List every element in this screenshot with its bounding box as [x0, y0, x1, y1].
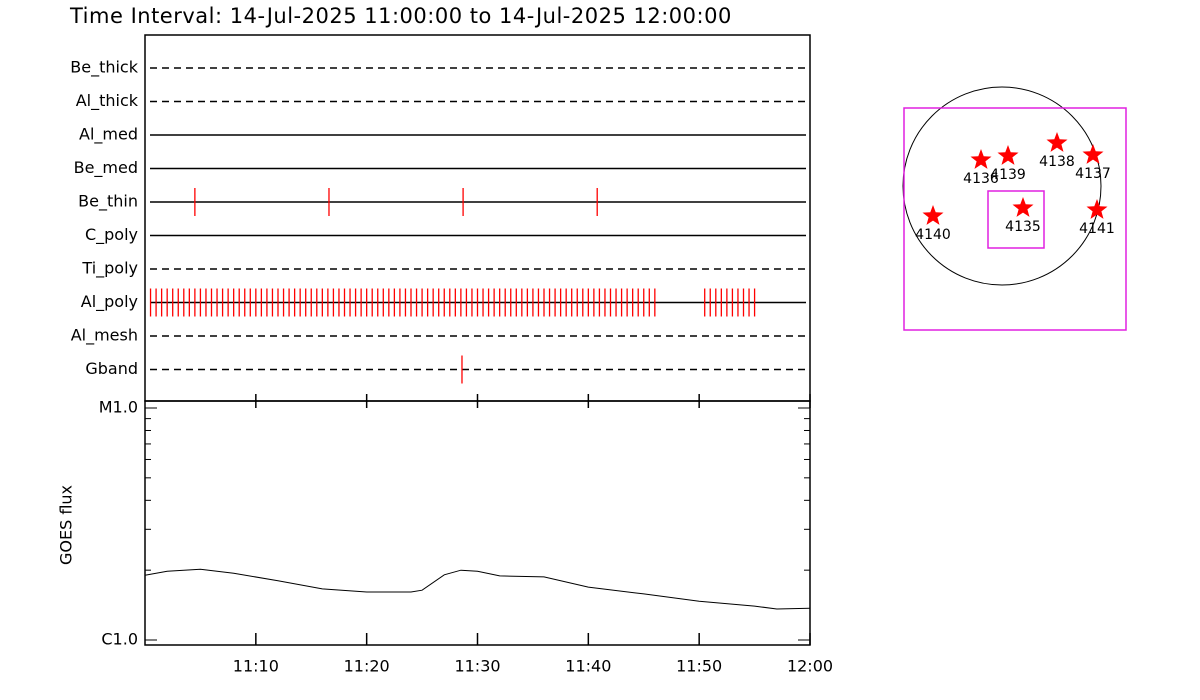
region-label: 4140: [915, 227, 951, 243]
x-tick-label: 11:20: [344, 657, 390, 676]
row-label: Be_thick: [70, 58, 138, 78]
y-axis-label: GOES flux: [57, 485, 76, 565]
x-tick-label: 11:40: [565, 657, 611, 676]
y-tick-label: M1.0: [99, 398, 138, 417]
region-star: [1086, 199, 1108, 219]
row-label: C_poly: [85, 225, 138, 245]
region-label: 4135: [1005, 219, 1041, 235]
goes-frame: [144, 400, 811, 646]
region-star: [970, 149, 992, 169]
row-label: Ti_poly: [81, 259, 138, 279]
solar-disk: [902, 86, 1102, 286]
row-label: Al_thick: [76, 91, 139, 111]
x-tick-label: 11:50: [676, 657, 722, 676]
x-tick-label: 11:10: [233, 657, 279, 676]
row-label: Al_mesh: [71, 326, 138, 346]
fov-box: [987, 190, 1045, 249]
row-label: Al_poly: [81, 292, 138, 312]
region-star: [1046, 132, 1068, 152]
region-star: [1012, 197, 1034, 217]
fov-box: [903, 107, 1127, 331]
region-star: [922, 205, 944, 225]
region-label: 4141: [1079, 221, 1115, 237]
region-label: 4137: [1075, 166, 1111, 182]
row-label: Be_thin: [78, 192, 138, 212]
region-label: 4138: [1039, 154, 1075, 170]
x-tick-label: 12:00: [787, 657, 833, 676]
region-star: [1082, 144, 1104, 164]
region-label: 4139: [990, 167, 1026, 183]
row-label: Al_med: [79, 125, 138, 145]
timeline-frame: [144, 34, 811, 402]
goes-line: [144, 568, 811, 610]
chart-title: Time Interval: 14-Jul-2025 11:00:00 to 1…: [69, 4, 732, 28]
region-label: 4136: [963, 171, 999, 187]
x-tick-label: 11:30: [454, 657, 500, 676]
region-star: [997, 145, 1019, 165]
y-tick-label: C1.0: [101, 630, 138, 649]
row-label: Gband: [85, 359, 138, 378]
row-label: Be_med: [74, 158, 138, 178]
